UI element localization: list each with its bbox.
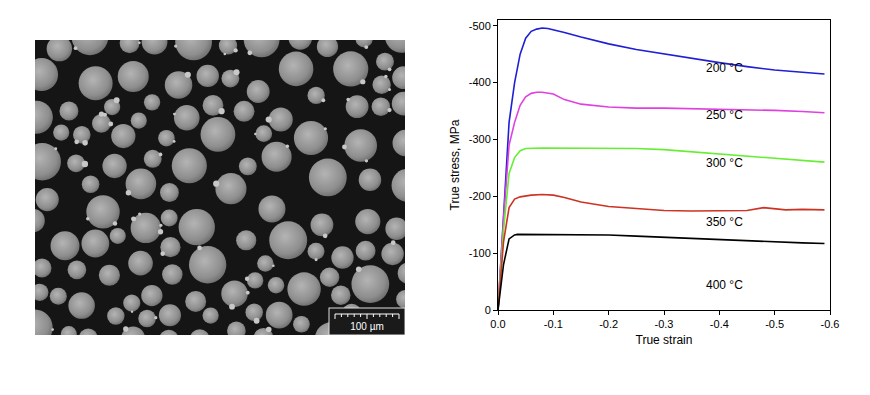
svg-text:-500: -500	[469, 20, 491, 32]
svg-text:-0.6: -0.6	[821, 318, 840, 330]
svg-text:-100: -100	[469, 247, 491, 259]
svg-text:-0.3: -0.3	[655, 318, 674, 330]
svg-text:-400: -400	[469, 76, 491, 88]
svg-text:-200: -200	[469, 190, 491, 202]
svg-text:-0.5: -0.5	[765, 318, 784, 330]
svg-text:-0.1: -0.1	[544, 318, 563, 330]
svg-text:100 µm: 100 µm	[350, 321, 384, 332]
svg-text:0.0: 0.0	[490, 318, 505, 330]
svg-text:200 °C: 200 °C	[706, 61, 743, 75]
svg-text:-0.4: -0.4	[710, 318, 729, 330]
svg-text:True stress, MPa: True stress, MPa	[448, 119, 462, 210]
svg-text:250 °C: 250 °C	[706, 108, 743, 122]
svg-text:400 °C: 400 °C	[706, 278, 743, 292]
svg-text:0: 0	[485, 304, 491, 316]
svg-text:300 °C: 300 °C	[706, 156, 743, 170]
svg-text:-0.2: -0.2	[599, 318, 618, 330]
svg-text:-300: -300	[469, 133, 491, 145]
svg-text:350 °C: 350 °C	[706, 215, 743, 229]
svg-text:True strain: True strain	[636, 333, 693, 347]
